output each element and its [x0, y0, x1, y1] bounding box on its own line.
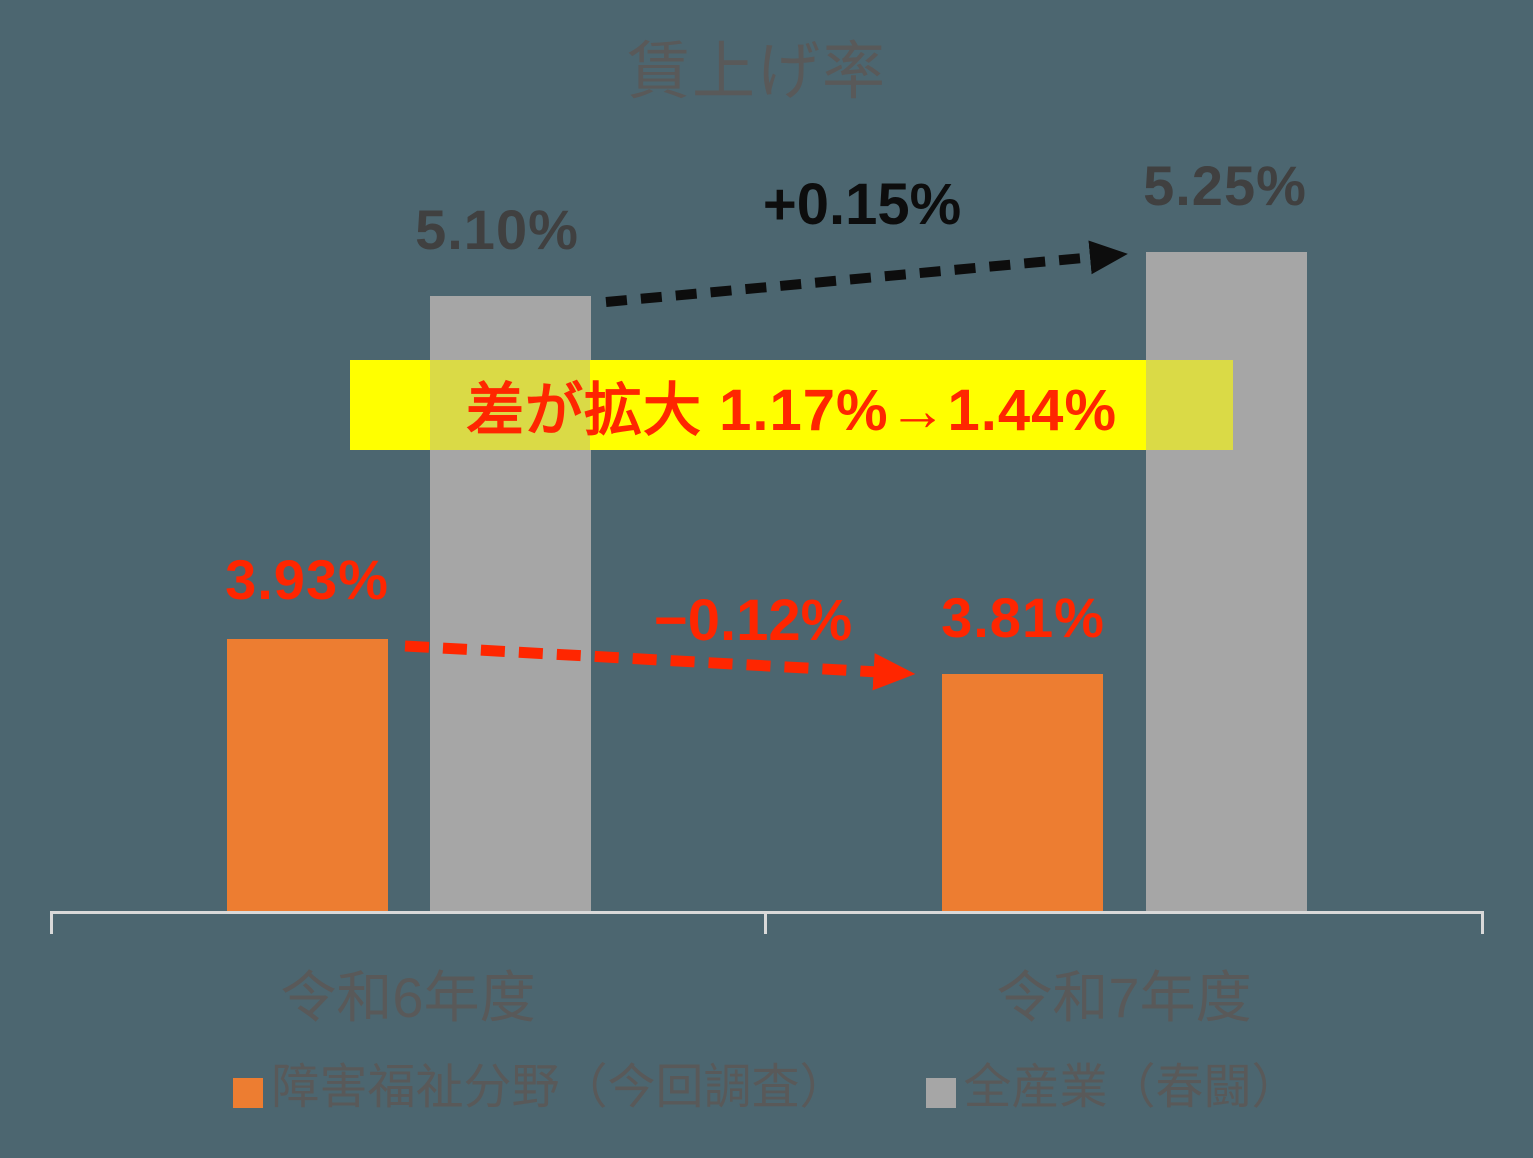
legend-item-all-industry: 全産業（春闘） — [925, 1060, 1300, 1115]
x-axis-tick-right — [1481, 911, 1484, 934]
annotation-orange-change: −0.12% — [653, 588, 853, 653]
data-label-all-industry-r6: 5.10% — [415, 198, 579, 261]
highlight-overlap-left — [430, 360, 590, 450]
annotation-gray-change: +0.15% — [762, 172, 962, 237]
x-axis-line — [50, 911, 1484, 914]
legend: 障害福祉分野（今回調査） 全産業（春闘） — [0, 1060, 1533, 1115]
category-label-r6: 令和6年度 — [280, 966, 536, 1029]
data-label-all-industry-r7: 5.25% — [1143, 154, 1307, 217]
legend-label-welfare: 障害福祉分野（今回調査） — [271, 1061, 848, 1114]
highlight-text: 差が拡大 1.17%→1.44% — [465, 378, 1118, 443]
x-axis-tick-left — [50, 911, 53, 934]
legend-swatch-welfare — [233, 1077, 264, 1108]
arrow-gray-trend — [605, 240, 1128, 307]
x-axis-tick-middle — [764, 911, 767, 934]
highlight-overlap-right — [1146, 360, 1233, 450]
highlight-box: 差が拡大 1.17%→1.44% — [350, 360, 1233, 450]
bar-welfare-r6 — [227, 639, 388, 912]
category-label-r7: 令和7年度 — [996, 966, 1252, 1029]
legend-item-welfare: 障害福祉分野（今回調査） — [233, 1060, 848, 1115]
data-label-welfare-r6: 3.93% — [225, 548, 389, 611]
data-label-welfare-r7: 3.81% — [941, 586, 1105, 649]
legend-swatch-all-industry — [925, 1077, 956, 1108]
chart-title: 賃上げ率 — [627, 37, 887, 107]
legend-label-all-industry: 全産業（春闘） — [963, 1061, 1300, 1114]
bar-welfare-r7 — [942, 674, 1103, 912]
bar-all-industry-r7 — [1146, 252, 1307, 912]
